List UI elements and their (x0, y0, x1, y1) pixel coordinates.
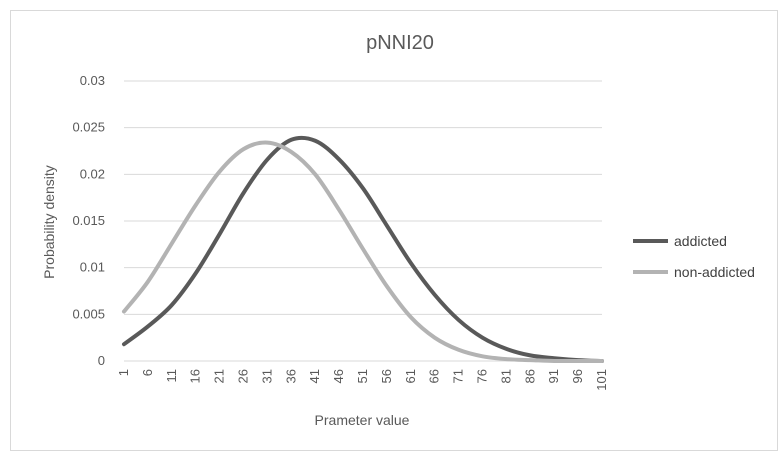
x-tick-label: 6 (140, 369, 155, 376)
y-axis-label: Probability density (41, 165, 57, 279)
series-line-non-addicted (122, 140, 604, 364)
chart-frame (10, 10, 778, 451)
series-line-addicted (122, 135, 604, 363)
gridlines (124, 80, 602, 362)
x-tick-label: 31 (259, 369, 274, 383)
legend-label: non-addicted (674, 264, 755, 280)
x-tick-label: 101 (594, 369, 609, 391)
x-tick-label: 36 (283, 369, 298, 383)
x-tick-label: 81 (498, 369, 513, 383)
y-tick-label: 0.01 (80, 260, 105, 275)
y-tick-label: 0 (98, 353, 105, 368)
x-tick-label: 26 (236, 369, 251, 383)
x-tick-label: 16 (188, 369, 203, 383)
x-axis-ticks: 1 6 11 16 21 26 31 36 41 46 51 56 61 66 71 76 81 86 91 96 10… (116, 369, 609, 391)
x-tick-label: 56 (379, 369, 394, 383)
y-tick-label: 0.02 (80, 166, 105, 181)
x-tick-label: 91 (546, 369, 561, 383)
x-tick-label: 96 (570, 369, 585, 383)
legend: addicted non-addicted (633, 233, 755, 280)
x-tick-label: 1 (116, 369, 131, 376)
legend-label: addicted (674, 233, 727, 249)
x-tick-label: 46 (331, 369, 346, 383)
x-tick-label: 71 (451, 369, 466, 383)
x-tick-label: 86 (522, 369, 537, 383)
x-axis-label: Prameter value (315, 412, 410, 428)
y-tick-label: 0.005 (72, 306, 105, 321)
x-tick-label: 76 (475, 369, 490, 383)
x-tick-label: 51 (355, 369, 370, 383)
y-tick-label: 0.025 (72, 120, 105, 135)
x-tick-label: 11 (164, 369, 179, 383)
y-tick-label: 0.015 (72, 213, 105, 228)
y-tick-label: 0.03 (80, 73, 105, 88)
y-axis-ticks: 0 0.005 0.01 0.015 0.02 0.025 0.03 (72, 73, 105, 368)
x-tick-label: 41 (307, 369, 322, 383)
series-lines (122, 135, 604, 364)
chart-title: pNNI20 (366, 32, 434, 54)
x-tick-label: 66 (427, 369, 442, 383)
x-tick-label: 21 (212, 369, 227, 383)
x-tick-label: 61 (403, 369, 418, 383)
